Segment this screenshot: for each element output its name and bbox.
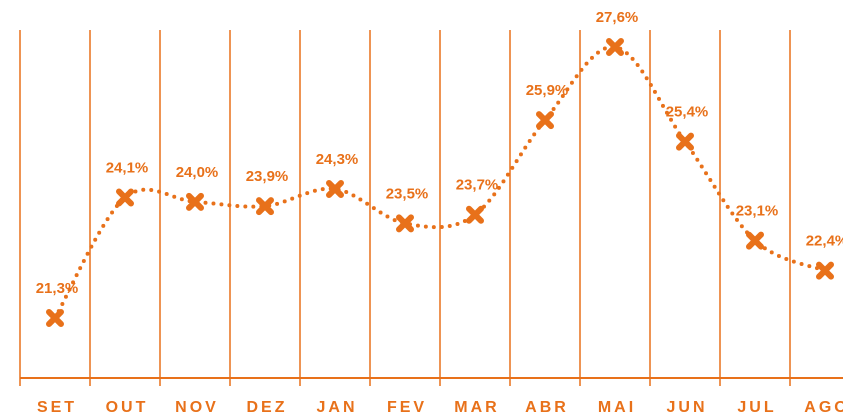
marker [116, 188, 134, 207]
x-tick-label: AGO [804, 399, 843, 416]
x-tick-label: JUL [737, 399, 776, 416]
x-tick-label: SET [37, 399, 77, 416]
data-label: 25,9% [526, 82, 569, 99]
x-tick-label: JAN [316, 399, 357, 416]
data-label: 24,3% [316, 151, 359, 168]
marker [396, 214, 414, 233]
marker [46, 309, 64, 327]
data-label: 23,5% [386, 185, 429, 202]
marker [466, 205, 484, 224]
data-label: 23,7% [456, 177, 499, 194]
marker [536, 111, 554, 130]
marker [256, 197, 274, 216]
x-tick-label: FEV [387, 399, 427, 416]
x-tick-label: ABR [525, 399, 569, 416]
data-label: 24,1% [106, 160, 149, 177]
marker [186, 192, 204, 211]
x-tick-label: DEZ [247, 399, 288, 416]
marker [326, 179, 344, 198]
data-label: 24,0% [176, 164, 219, 181]
data-label: 23,1% [736, 203, 779, 220]
data-label: 25,4% [666, 104, 709, 121]
x-tick-label: MAI [598, 399, 636, 416]
data-label: 27,6% [596, 9, 639, 26]
marker [746, 231, 764, 250]
marker [816, 261, 834, 280]
line [53, 44, 827, 320]
x-tick-label: NOV [175, 399, 219, 416]
marker [676, 132, 694, 151]
data-label: 21,3% [36, 280, 79, 297]
x-tick-label: MAR [454, 399, 499, 416]
x-tick-label: OUT [106, 399, 149, 416]
data-label: 23,9% [246, 168, 289, 185]
marker [606, 38, 624, 56]
x-tick-label: JUN [666, 399, 707, 416]
data-label: 22,4% [806, 233, 843, 250]
